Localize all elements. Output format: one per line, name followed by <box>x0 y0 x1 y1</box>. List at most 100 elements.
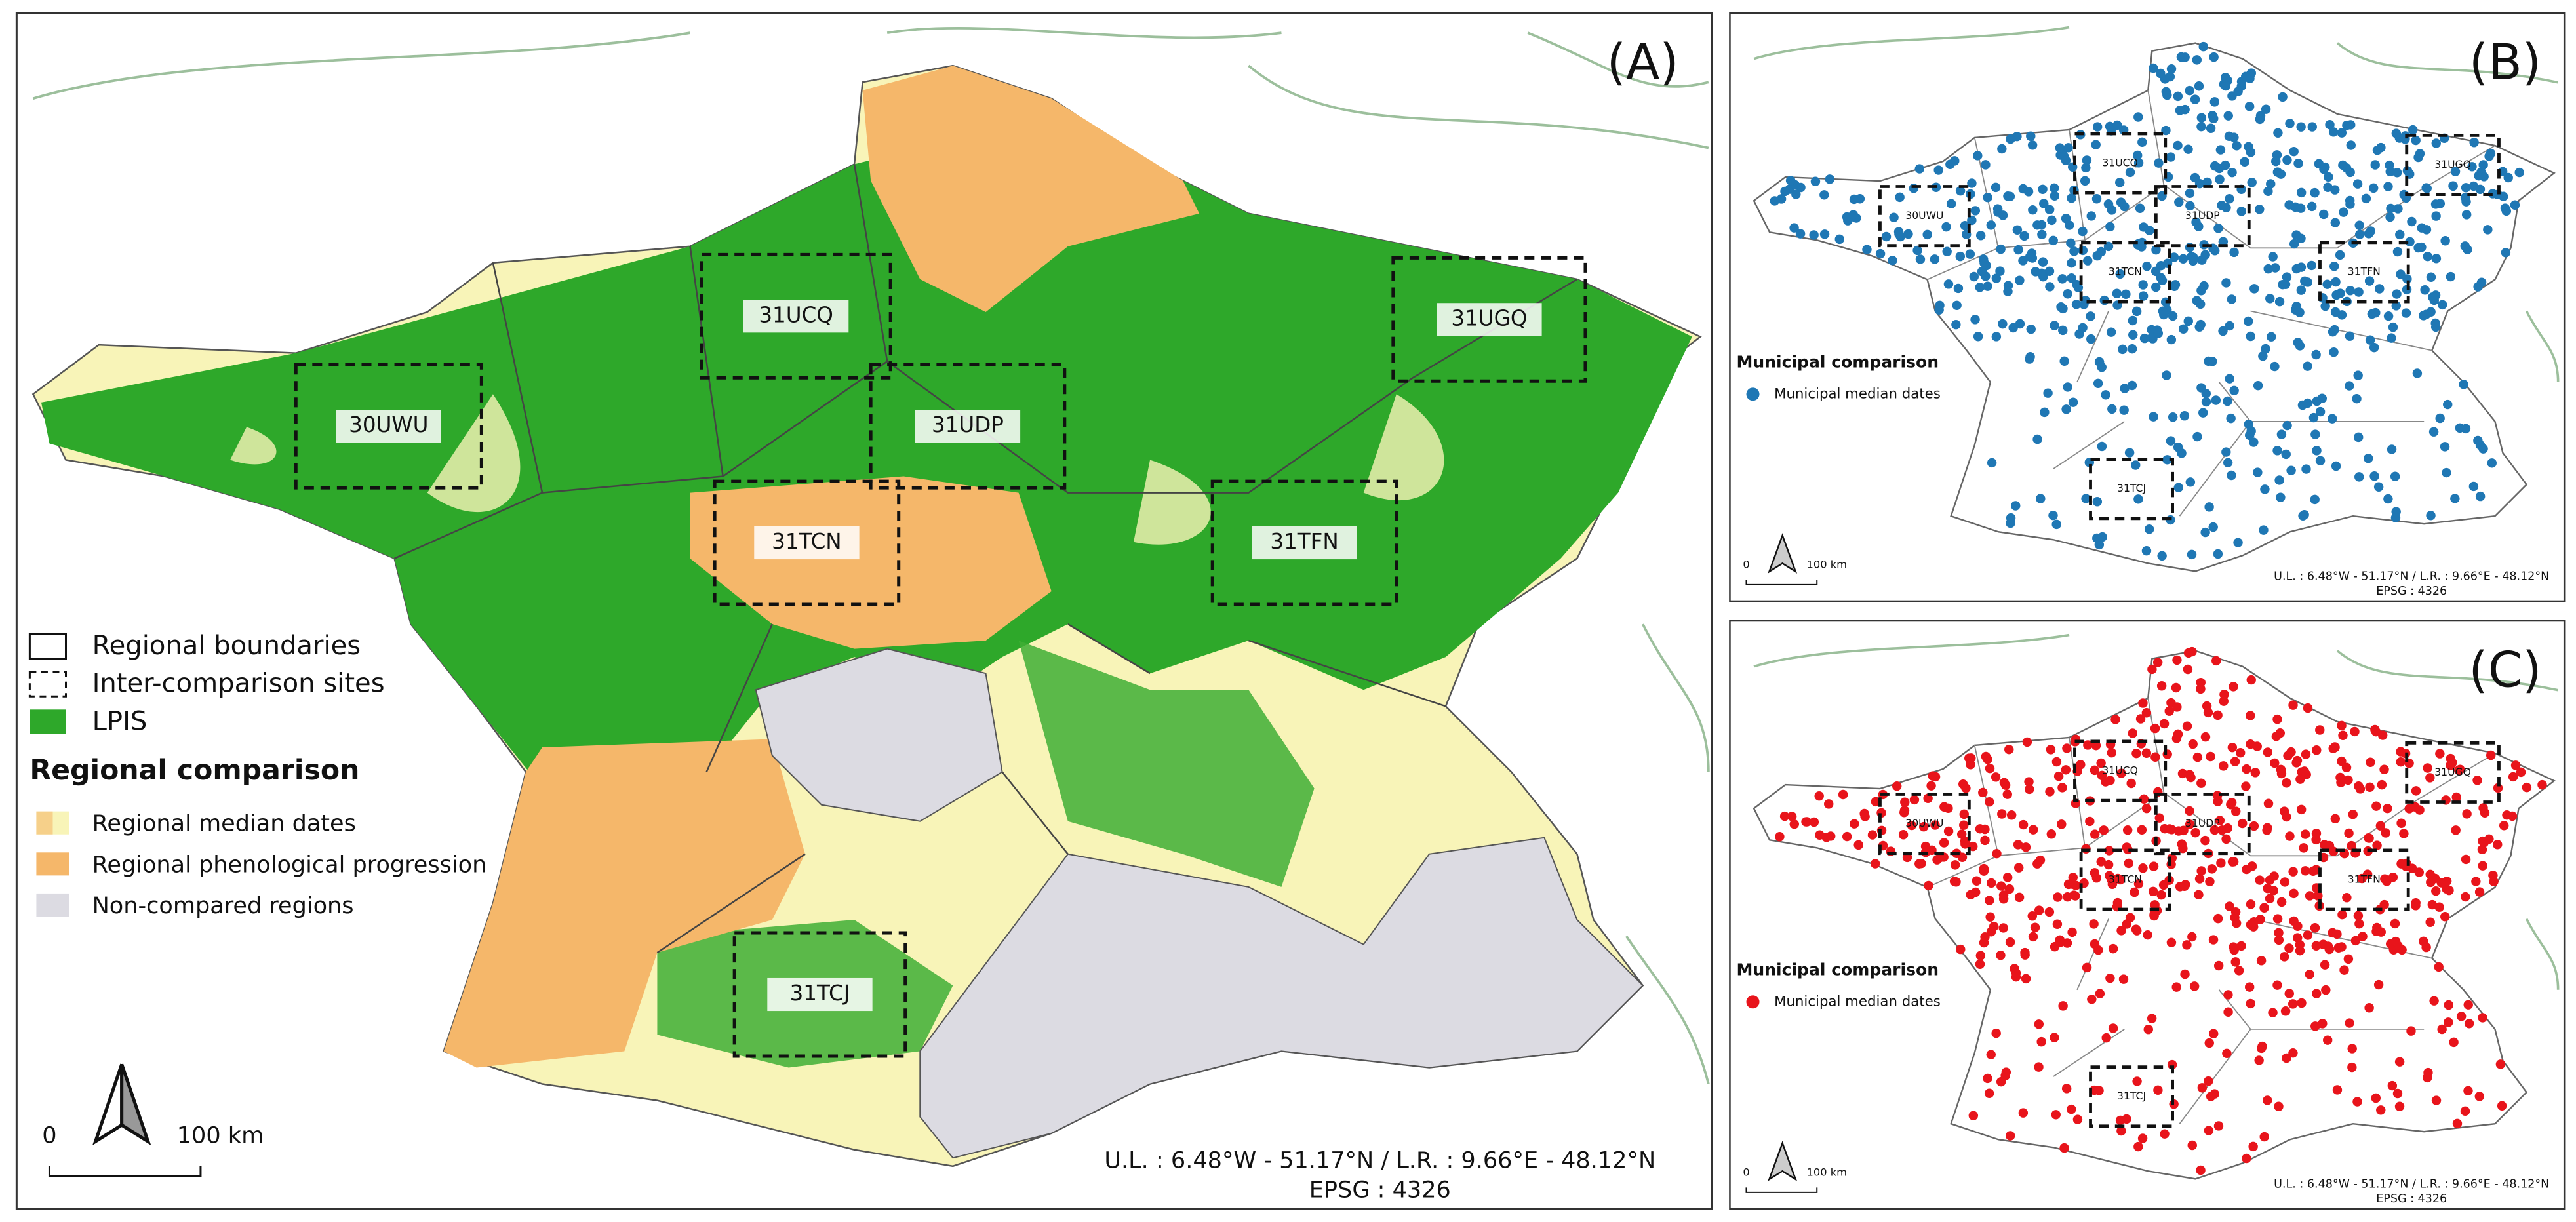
municipality-dot <box>2133 112 2143 122</box>
municipality-dot <box>2319 209 2329 220</box>
municipality-dot <box>1892 781 1902 791</box>
municipality-dot <box>2096 758 2106 768</box>
municipality-dot <box>2331 277 2341 287</box>
municipality-dot <box>2172 702 2182 712</box>
municipality-dot <box>2185 477 2196 487</box>
municipality-dot <box>2390 471 2400 481</box>
municipality-dot <box>2328 414 2337 424</box>
municipality-dot <box>2440 236 2450 246</box>
municipality-dot <box>2431 254 2442 264</box>
municipality-dot <box>2345 1018 2354 1028</box>
municipality-dot <box>2447 758 2457 768</box>
municipality-dot <box>2061 1084 2072 1094</box>
municipality-dot <box>2322 279 2332 289</box>
municipality-dot <box>2183 144 2193 154</box>
municipality-dot <box>2225 374 2234 384</box>
municipality-dot <box>2154 158 2164 168</box>
municipality-dot <box>2200 250 2210 260</box>
municipality-dot <box>2002 789 2012 799</box>
municipality-dot <box>2101 777 2110 787</box>
municipality-dot <box>2256 956 2267 966</box>
site-label: 31TCN <box>2109 265 2142 277</box>
municipality-dot <box>2196 383 2206 393</box>
municipality-dot <box>2137 1133 2148 1143</box>
municipality-dot <box>1935 300 1945 311</box>
municipality-dot <box>2510 200 2520 210</box>
municipality-dot <box>2295 307 2305 317</box>
municipality-dot <box>2207 864 2217 874</box>
municipality-dot <box>2312 745 2322 755</box>
municipality-dot <box>1902 852 1912 863</box>
site-label: 31UDP <box>932 412 1004 437</box>
municipality-dot <box>2223 458 2233 468</box>
municipality-dot <box>2229 385 2239 396</box>
municipality-dot <box>2189 252 2198 262</box>
municipality-dot <box>2385 212 2395 222</box>
municipality-dot <box>2272 446 2282 456</box>
municipality-dot <box>2139 333 2150 344</box>
epsg: EPSG : 4326 <box>2376 1192 2447 1206</box>
municipality-dot <box>2375 284 2385 294</box>
municipality-dot <box>2381 828 2390 838</box>
municipality-dot <box>2196 121 2206 132</box>
site-box <box>2073 739 2168 802</box>
municipality-dot <box>2461 854 2471 865</box>
legend-item: Regional boundaries <box>92 631 361 661</box>
municipality-dot <box>2467 162 2477 172</box>
municipality-dot <box>2091 873 2102 883</box>
municipality-dot <box>1914 164 1924 174</box>
municipality-dot <box>2221 278 2231 288</box>
municipality-dot <box>2335 288 2345 298</box>
municipality-dot <box>2426 877 2436 888</box>
municipality-dot <box>2164 706 2174 716</box>
municipality-dot <box>2488 871 2498 880</box>
municipality-dot <box>2296 262 2307 272</box>
municipality-dot <box>2050 321 2059 330</box>
municipality-dot <box>2110 715 2120 724</box>
municipality-dot <box>2058 1001 2068 1011</box>
municipality-dot <box>2461 210 2472 220</box>
municipality-dot <box>2456 1012 2467 1021</box>
municipality-dot <box>1775 832 1785 842</box>
municipality-dot <box>2411 786 2421 796</box>
municipality-dot <box>1979 937 1989 948</box>
municipality-dot <box>2392 1088 2403 1099</box>
municipality-dot <box>2474 170 2484 181</box>
municipality-dot <box>2061 404 2071 414</box>
municipality-dot <box>2082 962 2092 973</box>
municipality-dot <box>1942 246 1952 256</box>
municipality-dot <box>2270 758 2280 768</box>
site-box <box>1391 256 1587 383</box>
municipality-dot <box>1952 300 1962 311</box>
municipality-dot <box>2001 1067 2011 1077</box>
municipality-dot <box>2231 806 2241 816</box>
municipality-dot <box>2071 300 2082 309</box>
extent: U.L. : 6.48°W - 51.17°N / L.R. : 9.66°E … <box>2274 570 2549 583</box>
municipality-dot <box>2325 119 2335 130</box>
municipality-dot <box>1975 951 1986 960</box>
municipality-dot <box>1819 190 1829 200</box>
municipality-dot <box>1809 817 1819 827</box>
legend-dot <box>1746 995 1760 1009</box>
municipality-dot <box>2132 1076 2142 1086</box>
municipality-dot <box>1900 797 1910 807</box>
municipality-dot <box>2429 996 2439 1006</box>
municipality-dot <box>2209 161 2220 171</box>
municipality-dot <box>2112 120 2122 130</box>
municipality-dot <box>2014 892 2025 903</box>
municipality-dot <box>2143 1025 2153 1035</box>
municipality-dot <box>2394 1101 2405 1111</box>
municipality-dot <box>1943 279 1954 289</box>
municipality-dot <box>2369 471 2379 481</box>
municipality-dot <box>2497 1101 2507 1111</box>
municipality-dot <box>2235 747 2246 758</box>
municipality-dot <box>2206 751 2215 762</box>
municipality-dot <box>2240 157 2249 167</box>
municipality-dot <box>2221 81 2230 91</box>
site-box <box>2405 133 2501 196</box>
municipality-dot <box>1922 229 1932 240</box>
municipality-dot <box>2090 829 2100 839</box>
municipality-dot <box>2431 1095 2442 1105</box>
municipality-dot <box>2249 284 2259 294</box>
municipality-dot <box>2154 813 2164 823</box>
